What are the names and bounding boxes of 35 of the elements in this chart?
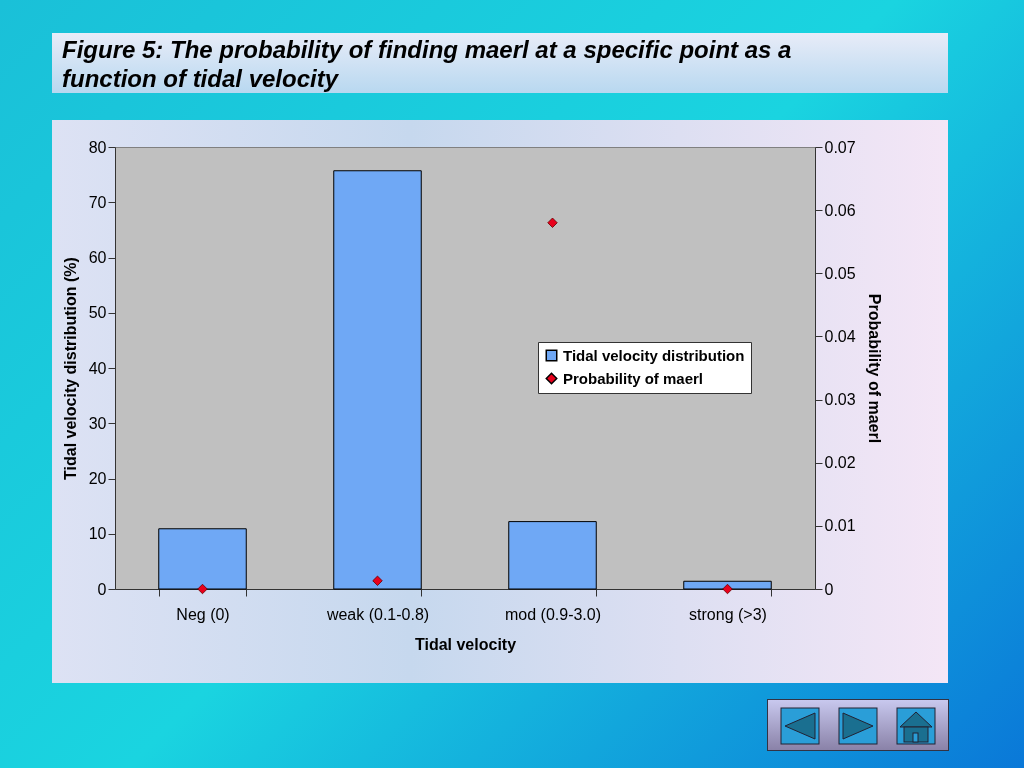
y2-tick-label: 0.07 [824,138,856,156]
bar [683,580,772,590]
y-tick-label: 80 [88,138,107,156]
chart-title: Figure 5: The probability of finding maerl at a specific point as a function of tidal velocity [52,33,948,93]
y2-tick-label: 0.06 [824,201,856,219]
y2-axis-title: Probability of maerl [865,293,883,444]
y2-tick-label: 0.04 [824,327,856,345]
y-tick-label: 10 [88,525,107,543]
x-tick-label: strong (>3) [689,605,767,623]
y2-tick-label: 0.05 [824,264,856,282]
legend-label: Tidal velocity distribution [563,346,745,364]
point [372,575,383,586]
y2-tick-label: 0 [824,580,834,598]
y-tick-label: 70 [88,193,107,211]
x-tick-label: weak (0.1-0.8) [325,605,430,623]
point [722,583,733,595]
y-tick-label: 50 [88,304,107,322]
y2-tick-label: 0.03 [824,391,856,409]
bar [333,170,422,590]
bar [158,528,247,590]
point [197,583,208,595]
point [547,217,558,228]
y-tick-label: 30 [88,414,107,432]
x-axis-title: Tidal velocity [414,635,517,653]
x-tick-label: Neg (0) [176,605,230,623]
legend-label: Probability of maerl [563,369,704,387]
y-tick-label: 40 [88,359,107,377]
y-tick-label: 0 [97,580,107,598]
y-axis-title: Tidal velocity distribution (%) [61,257,79,480]
y2-tick-label: 0.01 [824,517,856,535]
bar [508,521,597,590]
y-tick-label: 60 [88,249,107,266]
y2-tick-label: 0.02 [824,454,856,472]
x-tick-label: mod (0.9-3.0) [504,605,602,623]
y-tick-label: 20 [88,470,107,487]
